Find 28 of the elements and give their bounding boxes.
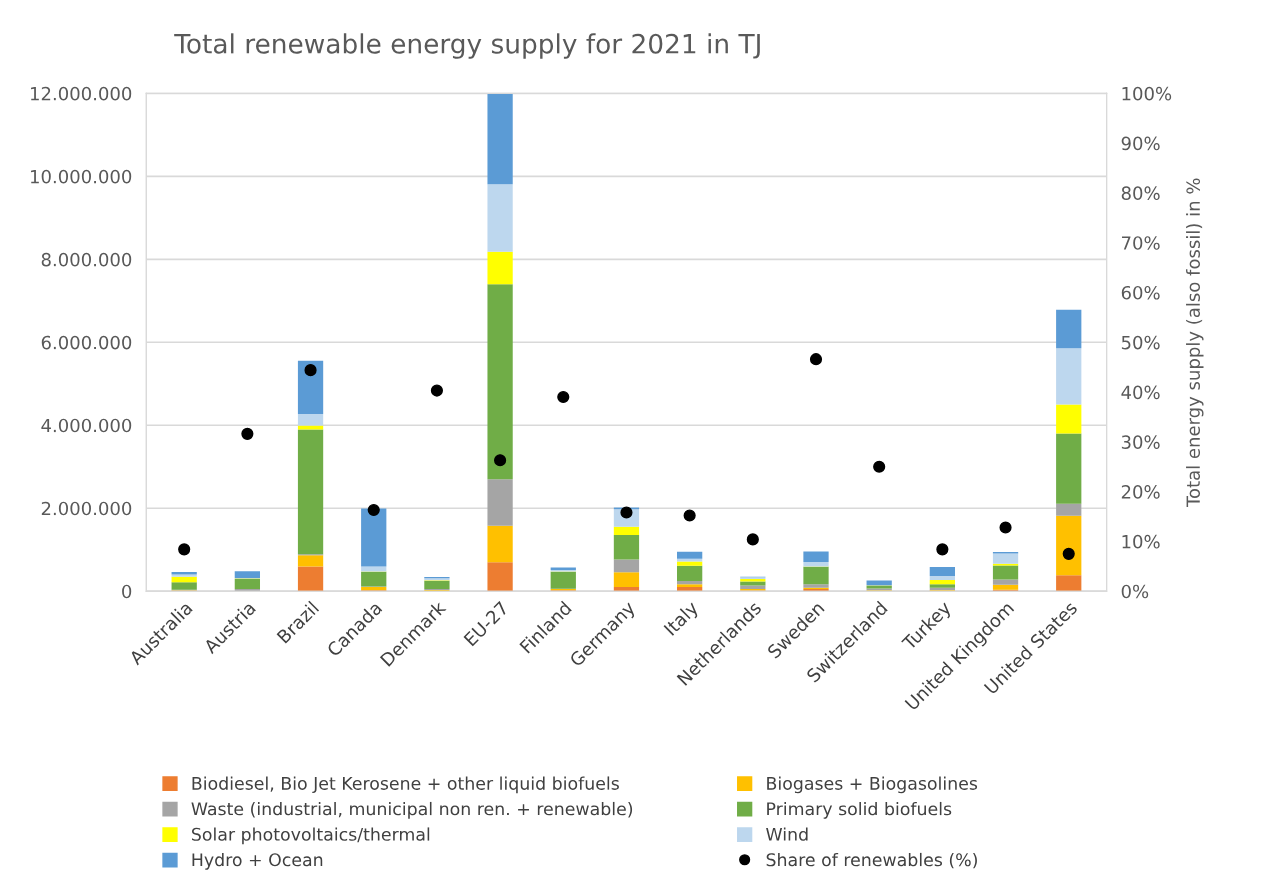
legend-label: Solar photovoltaics/thermal: [191, 827, 430, 845]
y2-tick-label: 80%: [1121, 186, 1160, 201]
legend-label: Primary solid biofuels: [767, 801, 952, 819]
y2-axis-title: Total energy supply (also fossil) in %: [1186, 178, 1204, 508]
y2-tick-label: 60%: [1121, 285, 1160, 300]
legend-label: Waste (industrial, municipal non ren. + renewable): [191, 801, 633, 819]
y2-tick-label: 70%: [1122, 236, 1160, 250]
y-tick-label: 6.000.000: [41, 335, 132, 350]
legend-label: Wind: [766, 827, 808, 841]
legend-label: Share of renewables (%): [766, 852, 977, 869]
y-tick-label: 8.000.000: [41, 252, 132, 267]
y2-tick-label: 50%: [1121, 335, 1160, 350]
y-tick-label: 0: [122, 584, 132, 599]
chart-title: Total renewable energy supply for 2021 in TJ: [174, 33, 760, 59]
y-tick-label: 2.000.000: [41, 501, 132, 516]
y2-tick-label: 100%: [1122, 86, 1172, 101]
y2-tick-label: 30%: [1121, 435, 1160, 449]
y2-tick-label: 40%: [1121, 385, 1160, 400]
y2-tick-label: 0%: [1121, 584, 1149, 599]
legend-label: Biogases + Biogasolines: [767, 776, 978, 794]
y-tick-label: 12.000.000: [31, 86, 132, 101]
y2-tick-label: 20%: [1121, 485, 1160, 499]
legend-label: Hydro + Ocean: [192, 852, 323, 870]
y-tick-label: 4.000.000: [41, 418, 132, 433]
y2-tick-label: 90%: [1121, 136, 1160, 151]
legend-label: Biodiesel, Bio Jet Kerosene + other liquid biofuels: [192, 776, 619, 794]
y2-tick-label: 10%: [1122, 534, 1160, 549]
y-tick-label: 10.000.000: [31, 169, 132, 184]
